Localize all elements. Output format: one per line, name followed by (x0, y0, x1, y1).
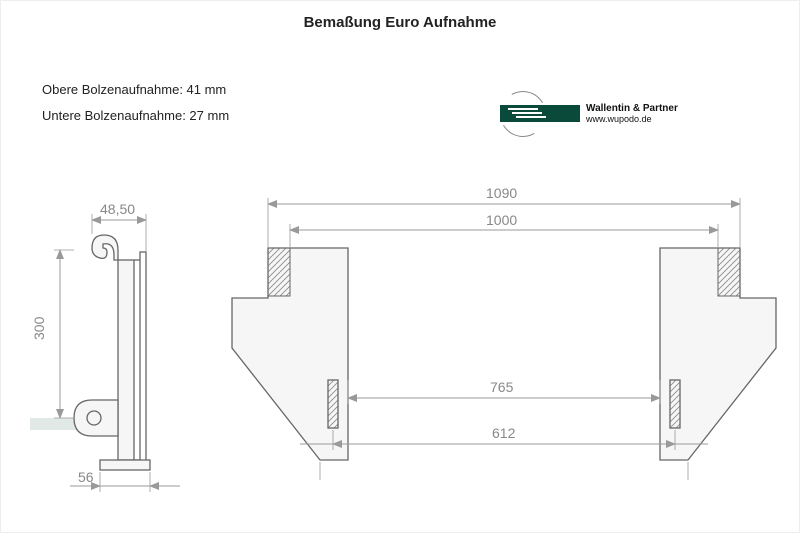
side-view: 48,50 300 56 (31, 201, 180, 492)
dim-side-height: 300 (31, 316, 47, 340)
dim-bottom: 612 (492, 425, 516, 441)
dim-side-base: 56 (78, 469, 94, 485)
dimension-drawing: 48,50 300 56 1090 (0, 0, 800, 533)
front-view: 1090 1000 765 612 (232, 185, 776, 480)
dim-side-depth: 48,50 (100, 201, 135, 217)
dim-top-outer: 1090 (486, 185, 517, 201)
dim-top-inner: 1000 (486, 212, 517, 228)
dim-mid: 765 (490, 379, 514, 395)
